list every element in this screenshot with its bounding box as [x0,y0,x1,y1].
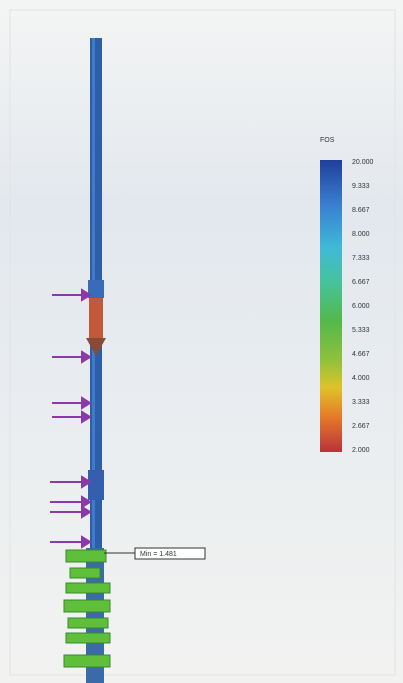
legend-label: 5.333 [352,327,370,334]
legend-title: FOS [320,137,335,144]
legend-label: 8.667 [352,207,370,214]
load-arrows [50,288,92,549]
annotation-text: Min = 1.481 [140,551,177,558]
legend-label: 8.000 [352,231,370,238]
legend-label: 2.667 [352,423,370,430]
legend-label: 7.333 [352,255,370,262]
legend: FOS 20.000 9.333 8.667 8.000 7.333 6.667 6.000… [320,137,374,454]
legend-label: 9.333 [352,183,370,190]
legend-label: 20.000 [352,159,374,166]
legend-label: 4.667 [352,351,370,358]
legend-label: 6.000 [352,303,370,310]
legend-label: 3.333 [352,399,370,406]
legend-label: 4.000 [352,375,370,382]
min-annotation: Min = 1.481 [104,547,206,560]
viewport-frame [9,9,396,676]
tower-model [63,38,111,683]
legend-labels: 20.000 9.333 8.667 8.000 7.333 6.667 6.000 5.33… [352,159,374,454]
legend-label: 6.667 [352,279,370,286]
legend-label: 2.000 [352,447,370,454]
color-bar [320,160,342,452]
